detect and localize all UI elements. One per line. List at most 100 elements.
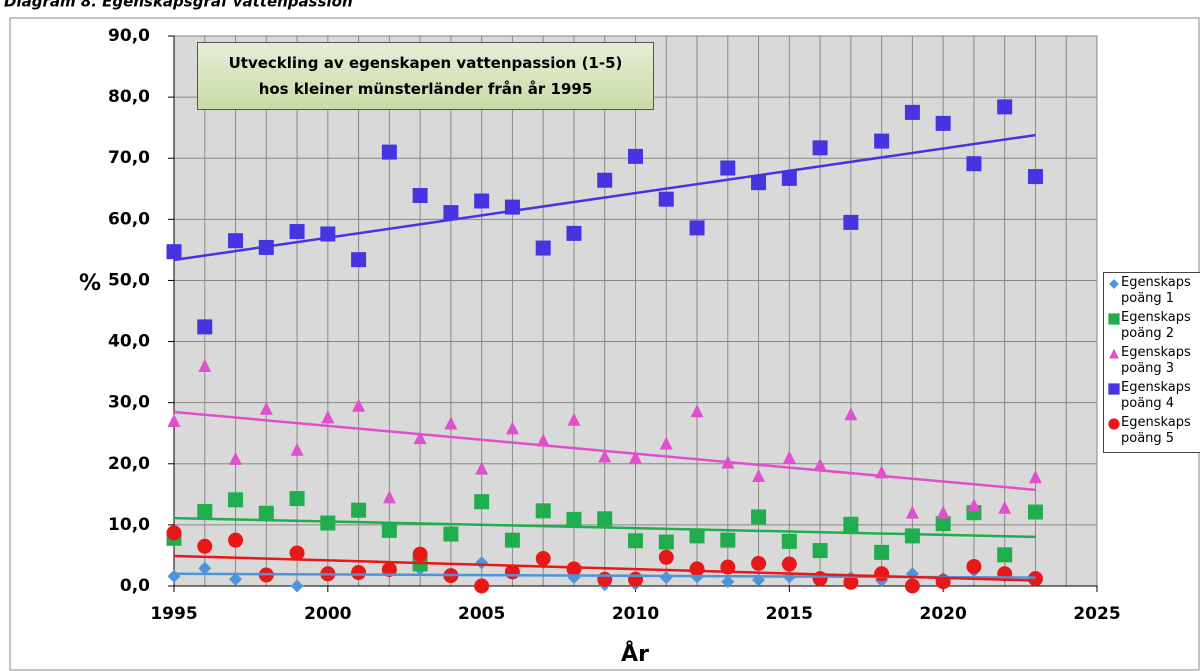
x-tick-label: 2005 (458, 604, 505, 624)
point (843, 516, 859, 532)
x-tick-label: 2010 (612, 604, 659, 624)
marker (1108, 418, 1120, 430)
point (659, 570, 673, 584)
x-tick-label: 2015 (766, 604, 813, 624)
point (290, 442, 304, 456)
x-tick-label: 2025 (1073, 604, 1120, 624)
point (289, 224, 305, 240)
point (935, 516, 951, 532)
point (197, 538, 213, 554)
point (351, 252, 367, 268)
point (905, 505, 919, 519)
point (381, 522, 397, 538)
point (751, 555, 767, 571)
marker (1109, 279, 1119, 289)
point (689, 561, 705, 577)
point (721, 575, 735, 589)
point (536, 433, 550, 447)
point (629, 450, 642, 464)
point (659, 436, 673, 450)
point (904, 578, 920, 594)
point (566, 225, 582, 241)
point (381, 144, 397, 160)
point (628, 533, 643, 549)
point (689, 528, 705, 544)
point (229, 572, 243, 586)
point (259, 401, 273, 415)
point (198, 359, 212, 372)
marker (1109, 348, 1119, 359)
y-tick-label: 20,0 (108, 454, 150, 474)
point (382, 490, 396, 504)
legend: Egenskaps poäng 1 Egenskaps poäng 2 Egensk… (1103, 272, 1200, 453)
point (566, 511, 582, 527)
point (597, 571, 613, 587)
point (289, 545, 305, 561)
legend-swatch (1108, 418, 1120, 430)
point (935, 115, 951, 131)
legend-item: Egenskaps poäng 1 (1107, 275, 1200, 310)
trendline (173, 516, 1036, 539)
trendline (173, 133, 1036, 262)
point (412, 188, 428, 203)
x-axis-label: År (621, 641, 649, 667)
legend-item: Egenskaps poäng 5 (1107, 415, 1200, 450)
legend-label: Egenskaps poäng 1 (1121, 275, 1191, 306)
legend-label: Egenskaps poäng 3 (1121, 345, 1191, 376)
point (813, 458, 827, 471)
point (1028, 470, 1042, 484)
point (812, 543, 828, 559)
point (504, 532, 520, 548)
point (874, 566, 890, 582)
point (658, 549, 674, 565)
point (751, 509, 767, 525)
point (381, 562, 397, 577)
point (1027, 571, 1043, 587)
y-axis-label: % (79, 271, 101, 296)
point (290, 579, 304, 593)
y-tick-label: 30,0 (108, 393, 150, 413)
point (997, 99, 1013, 115)
point (844, 407, 858, 421)
point (597, 511, 613, 527)
point (874, 133, 890, 149)
point (904, 528, 920, 544)
point (628, 148, 643, 164)
point (843, 214, 859, 230)
point (228, 532, 244, 548)
marker (1108, 383, 1120, 395)
legend-label: Egenskaps poäng 2 (1121, 310, 1191, 341)
point (998, 500, 1012, 514)
point (966, 156, 982, 172)
y-tick-label: 40,0 (108, 332, 150, 352)
point (597, 172, 613, 188)
legend-swatch (1108, 383, 1120, 395)
chart-title: Diagram 8. Egenskapsgraf vattenpassion (4, 0, 353, 11)
legend-swatch (1108, 313, 1120, 325)
point (320, 515, 336, 531)
y-tick-label: 0,0 (120, 576, 150, 596)
point (658, 534, 674, 550)
point (936, 505, 950, 519)
point (658, 191, 674, 207)
point (474, 578, 490, 594)
point (967, 498, 981, 512)
point (997, 547, 1013, 563)
point (228, 492, 244, 508)
point (321, 410, 335, 424)
point (474, 494, 490, 510)
legend-item: Egenskaps poäng 4 (1107, 380, 1200, 415)
point (444, 416, 458, 430)
legend-swatch (1109, 279, 1119, 289)
y-tick-label: 90,0 (108, 26, 150, 46)
point (1027, 169, 1043, 185)
y-tick-label: 50,0 (108, 270, 150, 290)
x-tick-label: 2020 (920, 604, 967, 624)
point (566, 561, 582, 577)
point (443, 526, 459, 542)
point (443, 205, 459, 221)
point (628, 571, 643, 587)
trendline (173, 410, 1036, 492)
